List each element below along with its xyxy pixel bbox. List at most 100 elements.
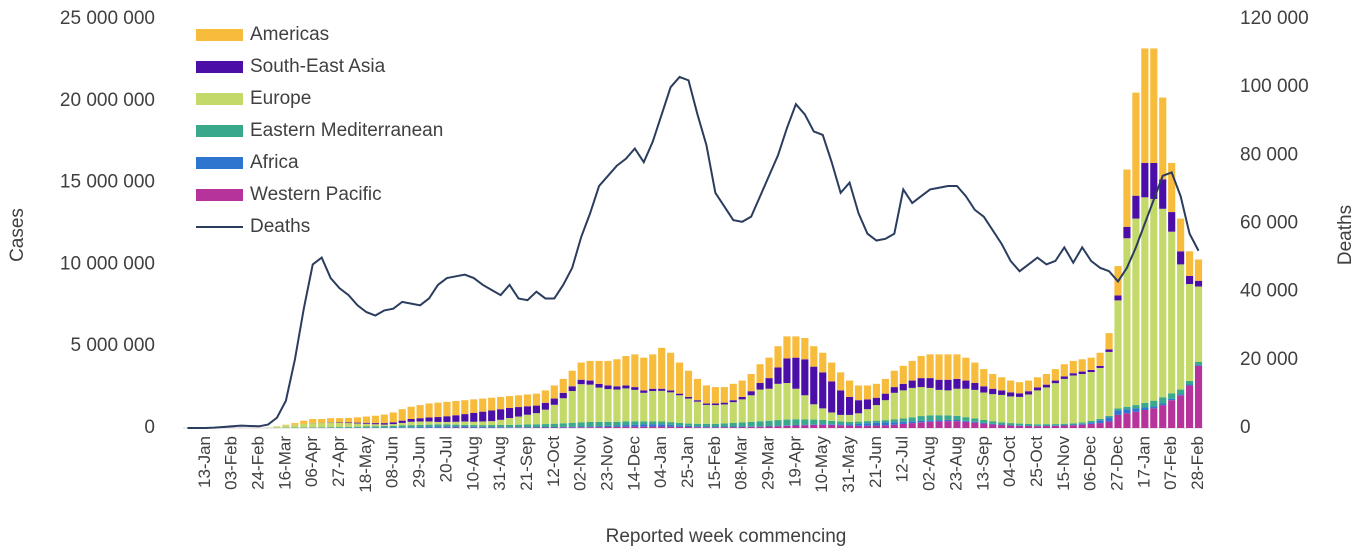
- bar-segment: [819, 419, 827, 425]
- bar-segment: [434, 426, 442, 428]
- bar-segment: [693, 401, 702, 424]
- bar-segment: [604, 421, 612, 426]
- bar-segment: [389, 422, 397, 425]
- bar-segment: [1105, 415, 1113, 418]
- bar-segment: [461, 426, 469, 428]
- bar-segment: [443, 424, 451, 427]
- bar-segment: [738, 399, 746, 423]
- bar-segment: [550, 385, 558, 399]
- bar-segment: [837, 421, 845, 425]
- bar-segment: [586, 421, 594, 427]
- bar-segment: [676, 362, 684, 394]
- bar-segment: [1114, 408, 1122, 411]
- bar-segment: [559, 378, 567, 393]
- bar-segment: [1033, 424, 1042, 426]
- bar-segment: [908, 360, 916, 381]
- bar-segment: [684, 427, 693, 428]
- bar-segment: [1177, 264, 1185, 390]
- bar-segment: [1007, 425, 1015, 428]
- bar-segment: [1051, 425, 1059, 428]
- bar-segment: [1105, 349, 1113, 352]
- bar-segment: [917, 422, 925, 428]
- bar-segment: [532, 405, 540, 414]
- bar-segment: [577, 426, 585, 428]
- bar-segment: [971, 383, 979, 390]
- bar-segment: [810, 419, 818, 425]
- bar-segment: [1042, 387, 1050, 425]
- bar-segment: [506, 396, 514, 408]
- bar-segment: [568, 391, 576, 423]
- bar-segment: [828, 362, 836, 382]
- bar-segment: [1033, 377, 1042, 388]
- bar-segment: [336, 422, 344, 428]
- bar-segment: [702, 404, 710, 424]
- bar-segment: [532, 424, 540, 428]
- bar-segment: [613, 421, 621, 426]
- bar-segment: [344, 417, 353, 423]
- x-tick-label: 27-Apr: [329, 436, 348, 487]
- bar-segment: [1051, 383, 1059, 425]
- bar-segment: [1114, 410, 1122, 415]
- bar-segment: [273, 426, 281, 428]
- bar-segment: [416, 421, 424, 425]
- bar-segment: [908, 423, 916, 428]
- bar-segment: [506, 418, 514, 425]
- bar-segment: [488, 427, 496, 428]
- x-tick-label: 21-Sep: [517, 436, 536, 491]
- bar-segment: [1141, 410, 1149, 428]
- bar-segment: [801, 425, 809, 428]
- x-tick-label: 03-Feb: [222, 436, 241, 490]
- x-tick-label: 12-Oct: [544, 436, 563, 487]
- bar-segment: [470, 399, 478, 413]
- bar-segment: [1159, 179, 1167, 209]
- bar-segment: [380, 414, 388, 424]
- bar-segment: [738, 422, 746, 427]
- bar-segment: [980, 422, 988, 424]
- bar-segment: [926, 420, 934, 422]
- bar-segment: [989, 374, 997, 389]
- bar-segment: [1177, 394, 1185, 396]
- legend-swatch: [196, 61, 243, 73]
- bar-segment: [1159, 97, 1167, 180]
- bar-segment: [344, 426, 353, 428]
- bar-segment: [711, 427, 719, 428]
- bar-segment: [497, 419, 505, 425]
- bar-segment: [532, 413, 540, 425]
- bar-segment: [658, 424, 666, 427]
- bar-segment: [890, 422, 898, 425]
- bar-segment: [1060, 364, 1068, 377]
- bar-segment: [1007, 380, 1015, 393]
- bar-segment: [917, 387, 925, 417]
- x-tick-label: 04-Jan: [651, 436, 670, 488]
- x-tick-label: 24-Feb: [249, 436, 268, 490]
- x-tick-label: 10-Aug: [463, 436, 482, 491]
- bar-segment: [1033, 390, 1042, 425]
- bar-segment: [577, 379, 585, 385]
- bar-segment: [622, 426, 630, 428]
- bar-segment: [1069, 423, 1077, 425]
- bar-segment: [1150, 406, 1158, 409]
- bar-segment: [854, 423, 863, 426]
- bar-segment: [1168, 212, 1176, 232]
- bar-segment: [899, 383, 907, 391]
- bar-segment: [353, 423, 362, 427]
- bar-segment: [443, 416, 451, 422]
- x-tick-label: 04-Oct: [1000, 436, 1019, 487]
- bar-segment: [899, 421, 907, 424]
- bar-segment: [935, 354, 943, 380]
- x-tick-label: 20-Jul: [436, 436, 455, 482]
- bar-segment: [658, 347, 666, 389]
- bar-segment: [398, 422, 406, 426]
- bar-segment: [765, 378, 773, 389]
- bar-segment: [711, 403, 719, 406]
- x-tick-label: 15-Nov: [1054, 436, 1073, 491]
- bar-segment: [291, 423, 299, 425]
- bar-segment: [1168, 162, 1176, 213]
- bar-segment: [595, 387, 603, 422]
- bar-segment: [1123, 406, 1131, 410]
- x-tick-label: 16-Mar: [275, 436, 294, 490]
- bar-segment: [1016, 425, 1024, 428]
- bar-segment: [640, 357, 648, 391]
- bar-segment: [425, 421, 433, 425]
- bar-segment: [613, 359, 621, 387]
